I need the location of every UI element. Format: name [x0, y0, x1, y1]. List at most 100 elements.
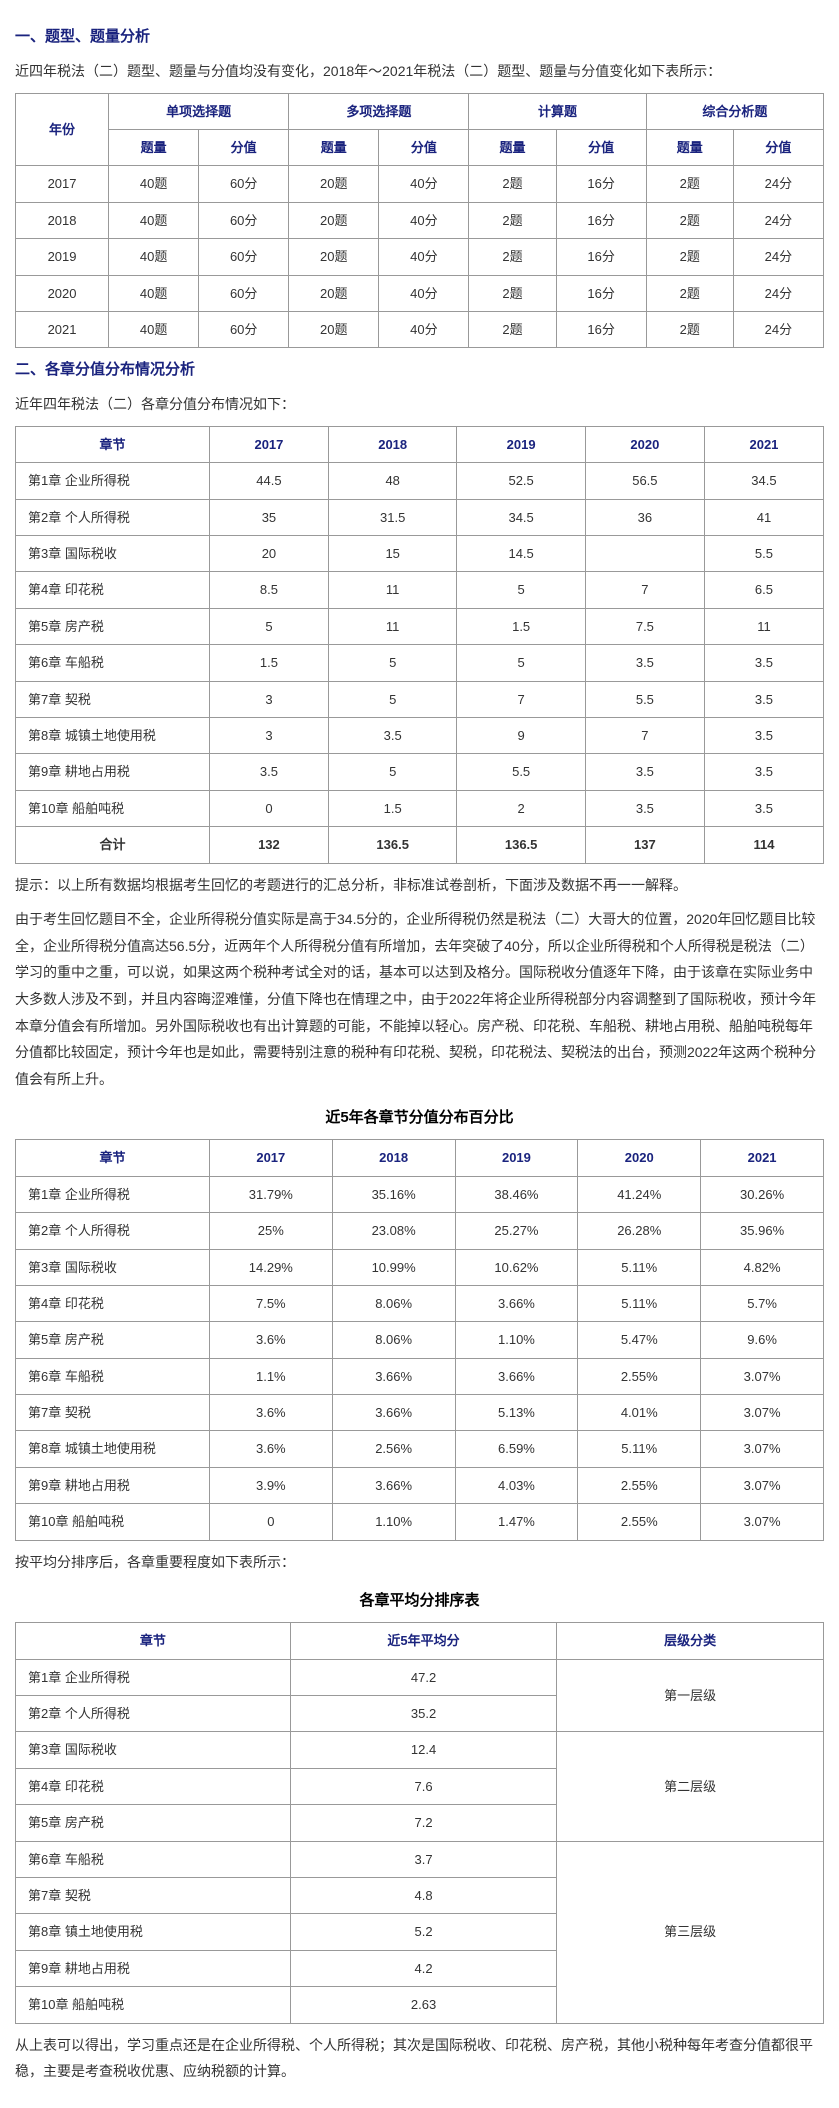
cell: 2题 — [469, 166, 556, 202]
cell: 31.79% — [209, 1176, 332, 1212]
table-row: 201840题60分20题40分2题16分2题24分 — [16, 202, 824, 238]
cell: 40题 — [109, 166, 199, 202]
cell: 40分 — [379, 275, 469, 311]
cell: 5.11% — [578, 1431, 701, 1467]
cell: 8.06% — [332, 1285, 455, 1321]
cell: 1.47% — [455, 1504, 578, 1540]
cell: 3.66% — [332, 1467, 455, 1503]
cell: 2题 — [646, 311, 733, 347]
section3-title: 近5年各章节分值分布百分比 — [15, 1104, 824, 1131]
cell: 合计 — [16, 827, 210, 863]
th-group-2: 计算题 — [469, 93, 646, 129]
cell: 第1章 企业所得税 — [16, 1176, 210, 1212]
th-sub: 分值 — [199, 129, 289, 165]
cell: 第8章 城镇土地使用税 — [16, 718, 210, 754]
table-row: 第10章 船舶吨税01.10%1.47%2.55%3.07% — [16, 1504, 824, 1540]
table-row: 第5章 房产税3.6%8.06%1.10%5.47%9.6% — [16, 1322, 824, 1358]
cell: 3.07% — [701, 1431, 824, 1467]
table-row: 第1章 企业所得税31.79%35.16%38.46%41.24%30.26% — [16, 1176, 824, 1212]
cell: 3.5 — [704, 790, 823, 826]
cell: 5 — [457, 645, 585, 681]
cell: 3.6% — [209, 1431, 332, 1467]
question-type-table: 年份 单项选择题 多项选择题 计算题 综合分析题 题量 分值 题量 分值 题量 … — [15, 93, 824, 349]
cell: 14.5 — [457, 536, 585, 572]
cell: 4.82% — [701, 1249, 824, 1285]
cell: 56.5 — [585, 463, 704, 499]
cell: 第9章 耕地占用税 — [16, 1467, 210, 1503]
cell: 2.55% — [578, 1467, 701, 1503]
section4-conclusion: 从上表可以得出，学习重点还是在企业所得税、个人所得税；其次是国际税收、印花税、房… — [15, 2032, 824, 2085]
cell: 136.5 — [457, 827, 585, 863]
cell: 16分 — [556, 239, 646, 275]
cell: 第3章 国际税收 — [16, 1249, 210, 1285]
cell: 2题 — [469, 202, 556, 238]
chapter-percent-table: 章节20172018201920202021 第1章 企业所得税31.79%35… — [15, 1139, 824, 1540]
cell: 2 — [457, 790, 585, 826]
cell: 31.5 — [328, 499, 456, 535]
cell: 20 — [209, 536, 328, 572]
th-sub: 分值 — [379, 129, 469, 165]
cell: 114 — [704, 827, 823, 863]
table-row: 202040题60分20题40分2题16分2题24分 — [16, 275, 824, 311]
cell: 2题 — [469, 239, 556, 275]
cell: 11 — [704, 608, 823, 644]
cell: 第10章 船舶吨税 — [16, 1504, 210, 1540]
th-tier: 层级分类 — [557, 1623, 824, 1659]
cell: 36 — [585, 499, 704, 535]
cell: 3.66% — [455, 1285, 578, 1321]
section1-intro: 近四年税法（二）题型、题量与分值均没有变化，2018年～2021年税法（二）题型… — [15, 58, 824, 85]
table-row: 第3章 国际税收12.4第二层级 — [16, 1732, 824, 1768]
th: 2018 — [328, 426, 456, 462]
cell: 5.13% — [455, 1395, 578, 1431]
cell-avg: 47.2 — [290, 1659, 557, 1695]
cell: 1.5 — [209, 645, 328, 681]
cell: 2018 — [16, 202, 109, 238]
cell: 38.46% — [455, 1176, 578, 1212]
cell: 3.5 — [704, 681, 823, 717]
th-avg: 近5年平均分 — [290, 1623, 557, 1659]
cell: 11 — [328, 572, 456, 608]
cell: 41 — [704, 499, 823, 535]
cell-avg: 5.2 — [290, 1914, 557, 1950]
cell: 20题 — [289, 275, 379, 311]
cell: 3.5 — [704, 718, 823, 754]
cell: 3.9% — [209, 1467, 332, 1503]
cell-avg: 7.2 — [290, 1805, 557, 1841]
table-row: 第6章 车船税1.1%3.66%3.66%2.55%3.07% — [16, 1358, 824, 1394]
section2-title: 二、各章分值分布情况分析 — [15, 356, 824, 383]
cell: 3.5 — [704, 645, 823, 681]
cell-avg: 7.6 — [290, 1768, 557, 1804]
cell: 137 — [585, 827, 704, 863]
section3-note: 按平均分排序后，各章重要程度如下表所示： — [15, 1549, 824, 1576]
cell-avg: 4.8 — [290, 1877, 557, 1913]
cell: 3.6% — [209, 1322, 332, 1358]
cell: 8.06% — [332, 1322, 455, 1358]
cell: 40题 — [109, 239, 199, 275]
cell: 0 — [209, 790, 328, 826]
cell: 40题 — [109, 311, 199, 347]
cell: 1.1% — [209, 1358, 332, 1394]
th-sub: 题量 — [646, 129, 733, 165]
cell: 48 — [328, 463, 456, 499]
cell: 第4章 印花税 — [16, 1285, 210, 1321]
th-sub: 分值 — [733, 129, 823, 165]
cell: 3.5 — [328, 718, 456, 754]
th-group-0: 单项选择题 — [109, 93, 289, 129]
cell: 2题 — [646, 239, 733, 275]
cell: 3 — [209, 718, 328, 754]
cell: 16分 — [556, 166, 646, 202]
table-row: 第9章 耕地占用税3.555.53.53.5 — [16, 754, 824, 790]
cell: 2.55% — [578, 1504, 701, 1540]
cell: 9.6% — [701, 1322, 824, 1358]
cell: 30.26% — [701, 1176, 824, 1212]
cell: 8.5 — [209, 572, 328, 608]
cell: 3.5 — [585, 645, 704, 681]
cell: 1.10% — [455, 1322, 578, 1358]
cell-tier: 第二层级 — [557, 1732, 824, 1841]
cell: 20题 — [289, 311, 379, 347]
th: 2019 — [457, 426, 585, 462]
cell-avg: 35.2 — [290, 1696, 557, 1732]
cell: 2题 — [646, 275, 733, 311]
table-row: 第10章 船舶吨税01.523.53.5 — [16, 790, 824, 826]
cell-chapter: 第8章 镇土地使用税 — [16, 1914, 291, 1950]
